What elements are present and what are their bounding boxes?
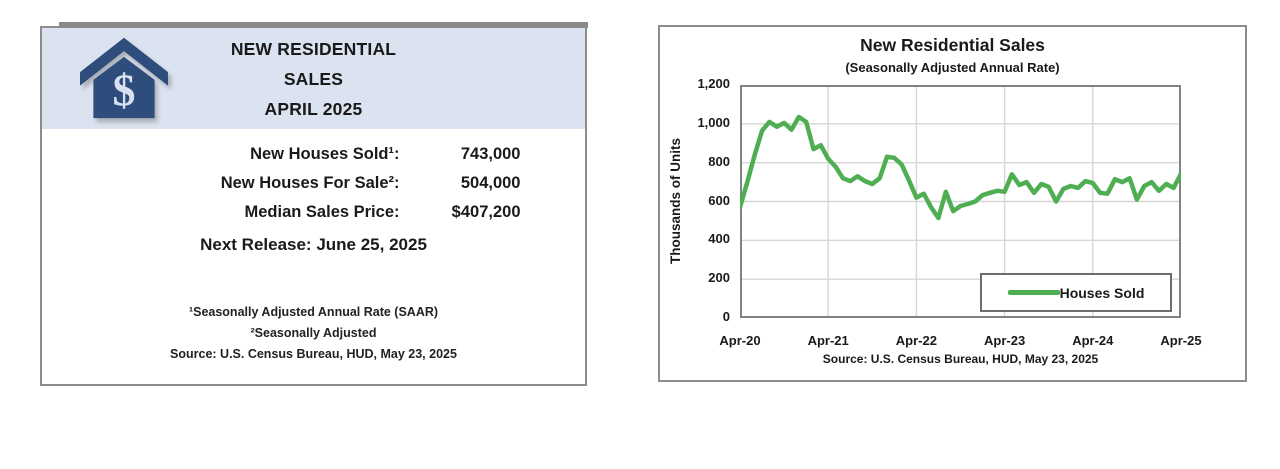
footnotes: ¹Seasonally Adjusted Annual Rate (SAAR) … — [42, 302, 585, 365]
stat-label: Median Sales Price: — [244, 203, 400, 221]
y-axis-ticks: 0 200 400 600 800 1,000 1,200 — [660, 76, 734, 324]
next-release: Next Release: June 25, 2025 — [200, 235, 427, 254]
y-tick-label: 0 — [722, 309, 730, 324]
stat-row-houses-for-sale: New Houses For Sale²: 504,000 — [42, 169, 585, 198]
stat-value: $407,200 — [451, 203, 521, 221]
legend-label: Houses Sold — [1059, 284, 1145, 301]
stat-value: 743,000 — [460, 145, 521, 163]
chart-card: New Residential Sales (Seasonally Adjust… — [658, 25, 1247, 382]
chart-source: Source: U.S. Census Bureau, HUD, May 23,… — [822, 352, 1099, 366]
legend-line-swatch — [1007, 290, 1060, 295]
dollar-glyph: $ — [113, 65, 136, 116]
x-tick-label: Apr-21 — [807, 333, 849, 348]
y-tick-label: 400 — [708, 231, 730, 247]
stat-label: New Houses Sold¹: — [250, 145, 400, 163]
chart-subtitle: (Seasonally Adjusted Annual Rate) — [845, 60, 1060, 75]
summary-card-header: $ NEW RESIDENTIAL SALES APRIL 2025 — [42, 28, 585, 129]
stat-value: 504,000 — [460, 174, 521, 192]
summary-card: $ NEW RESIDENTIAL SALES APRIL 2025 New H… — [40, 26, 587, 386]
x-tick-label: Apr-20 — [719, 333, 761, 348]
house-dollar-icon: $ — [80, 37, 168, 119]
card-title-line-1: NEW RESIDENTIAL — [230, 39, 397, 59]
card-top-strip — [59, 22, 588, 28]
card-title-line-2: SALES — [283, 69, 344, 89]
x-tick-label: Apr-23 — [984, 333, 1026, 348]
x-tick-label: Apr-22 — [895, 333, 937, 348]
y-tick-label: 800 — [708, 153, 730, 169]
y-tick-label: 1,000 — [697, 114, 730, 130]
stat-row-median-price: Median Sales Price: $407,200 — [42, 198, 585, 227]
card-title-line-3: APRIL 2025 — [264, 99, 363, 119]
x-axis-ticks: Apr-20 Apr-21 Apr-22 Apr-23 Apr-24 Apr-25 — [719, 333, 1201, 351]
footnote-source: Source: U.S. Census Bureau, HUD, May 23,… — [170, 347, 457, 361]
chart-title: New Residential Sales — [860, 35, 1045, 55]
stat-label: New Houses For Sale²: — [220, 174, 400, 192]
footnote-seasonally-adjusted: ²Seasonally Adjusted — [250, 326, 377, 340]
stat-row-houses-sold: New Houses Sold¹: 743,000 — [42, 140, 585, 169]
houses-sold-line — [740, 114, 1181, 221]
legend: Houses Sold — [980, 273, 1172, 312]
house-shape — [93, 56, 155, 119]
x-tick-label: Apr-24 — [1072, 333, 1114, 348]
x-tick-label: Apr-25 — [1160, 333, 1202, 348]
card-title: NEW RESIDENTIAL SALES APRIL 2025 — [42, 34, 585, 124]
stats-list: New Houses Sold¹: 743,000 New Houses For… — [42, 140, 585, 227]
y-tick-label: 200 — [708, 270, 730, 286]
y-tick-label: 1,200 — [697, 76, 730, 91]
footnote-saar: ¹Seasonally Adjusted Annual Rate (SAAR) — [188, 305, 439, 319]
y-tick-label: 600 — [708, 192, 730, 208]
roof-chevron-shape — [80, 37, 168, 86]
